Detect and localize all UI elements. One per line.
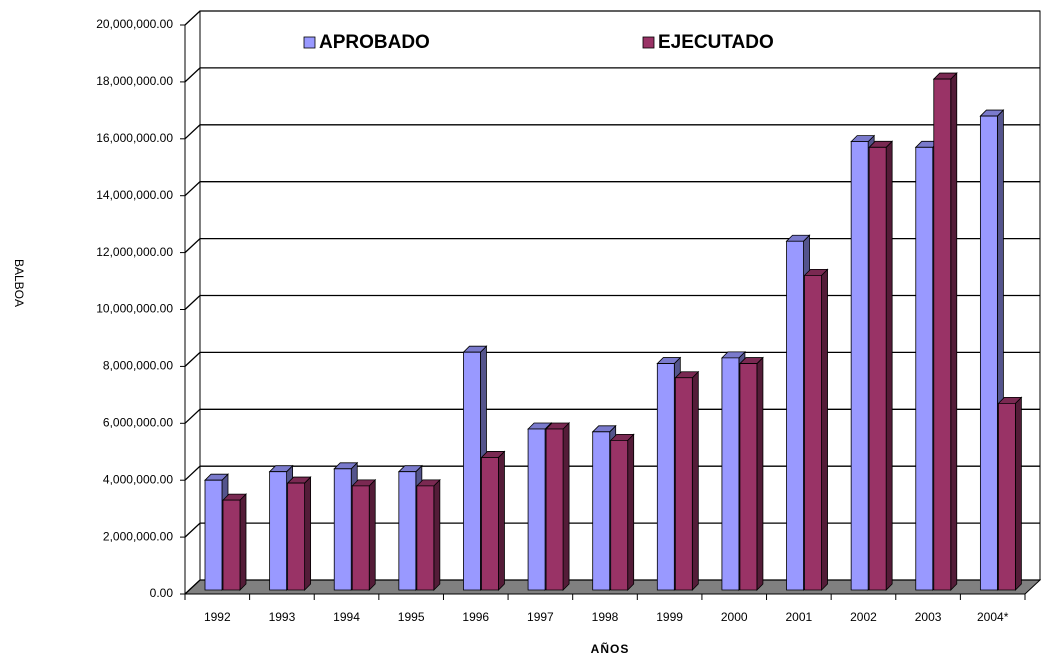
grid-line [184,237,1040,254]
x-tick-label: 1995 [398,610,425,624]
y-tick-label: 16,000,000.00 [96,131,173,145]
y-tick-label: 2,000,000.00 [103,529,173,543]
x-tick-label: 1996 [462,610,489,624]
x-tick-label: 1994 [333,610,360,624]
x-tick-label: 1993 [269,610,296,624]
x-tick-label: 1998 [592,610,619,624]
bar [286,476,312,591]
y-tick-label: 6,000,000.00 [103,415,173,429]
bar-front [739,363,758,591]
bar-front [656,363,675,591]
y-tick-label: 10,000,000.00 [96,302,173,316]
bar-front [287,482,306,591]
bar [415,478,441,591]
bar-front [333,468,352,591]
bar [997,396,1023,591]
x-tick-label: 2002 [850,610,877,624]
y-tick-label: 18,000,000.00 [96,74,173,88]
bar-front [979,115,998,591]
y-tick-label: 4,000,000.00 [103,472,173,486]
bar-front [222,499,241,591]
y-tick-label: 14,000,000.00 [96,188,173,202]
y-tick-label: 0.00 [150,586,174,600]
bar-side [756,356,764,591]
bar-side [304,476,312,591]
bar-side [498,450,505,591]
x-tick-label: 1999 [656,610,683,624]
bar-side [368,478,376,591]
bar-side [885,140,893,591]
bar-front [269,471,288,591]
bar-side [239,493,247,591]
bar-front [527,428,546,591]
legend-text: EJECUTADO [658,32,774,53]
bar [868,140,894,591]
legend-swatch [303,36,316,49]
y-tick-label: 12,000,000.00 [96,245,173,259]
bar-side [627,433,635,591]
bar-side [433,478,441,591]
y-tick-label: 8,000,000.00 [103,359,173,373]
bar-front [915,146,934,591]
x-tick-label: 2000 [721,610,748,624]
grid-line [184,408,1040,424]
bar-side [691,370,699,591]
x-tick-label: 2003 [915,610,942,624]
grid-line [184,351,1040,367]
bar-front [204,479,223,591]
grid-line [184,67,1040,83]
bar-front [610,439,629,591]
grid-line [184,181,1040,197]
legend-text: APROBADO [319,32,430,53]
x-tick-label: 2001 [785,610,812,624]
x-tick-label: 1992 [204,610,231,624]
y-axis-title: BALBOA [12,259,26,307]
x-axis-title: AÑOS [591,641,630,656]
grid-line [184,10,1040,26]
bar [351,478,377,591]
bar-front [416,485,435,591]
bar-side [1014,396,1022,591]
bar [609,433,635,591]
bar [738,356,764,591]
bar [545,422,571,591]
bar-front [721,357,740,591]
bar-front [933,78,952,591]
bar-front [592,431,611,591]
bar-front [398,471,417,591]
bar [222,493,247,591]
bar-front [545,428,564,591]
bar-front [674,377,693,591]
bar-front [463,351,481,591]
bar [674,370,700,591]
x-tick-label: 2004* [977,610,1009,624]
bar-side [821,268,828,591]
bar-front [868,146,887,591]
bar-side [562,422,570,591]
bar-side [950,72,958,591]
bar-front [351,485,370,591]
bar-front [997,402,1016,591]
x-tick-label: 1997 [527,610,554,624]
grid-line [184,294,1040,310]
bar [932,72,958,591]
bar-front [850,141,869,591]
grid-line [184,124,1040,140]
bar [480,450,506,591]
y-tick-label: 20,000,000.00 [96,17,173,31]
legend-swatch [642,36,655,49]
bar [803,268,829,591]
bar-front [804,274,822,591]
bar-front [786,240,804,591]
bar-front [481,457,499,591]
